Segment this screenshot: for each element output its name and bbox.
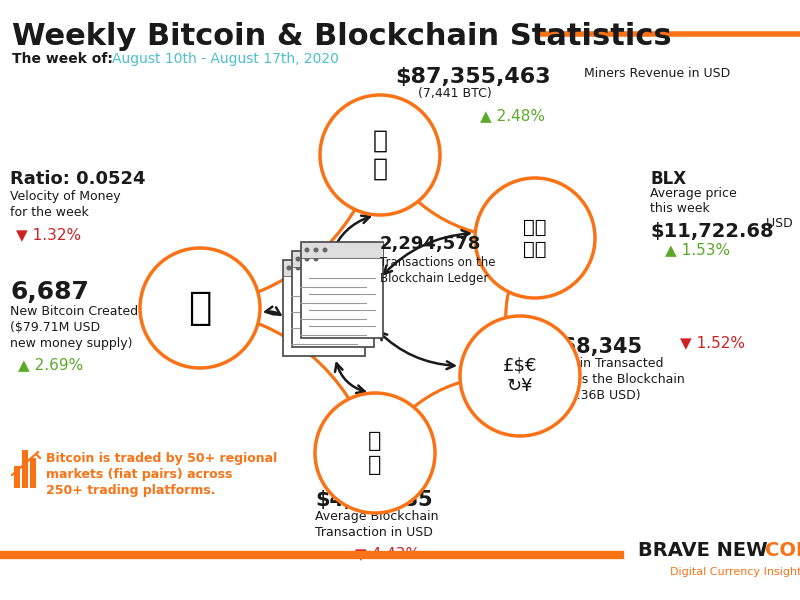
FancyArrowPatch shape <box>202 308 374 448</box>
Text: ⛏
₿: ⛏ ₿ <box>373 129 387 181</box>
Text: ▲ 2.69%: ▲ 2.69% <box>18 357 83 372</box>
Text: 💴💴
💴💴: 💴💴 💴💴 <box>523 217 546 259</box>
Circle shape <box>286 265 291 271</box>
Text: for the week: for the week <box>10 206 89 219</box>
FancyArrowPatch shape <box>206 158 379 310</box>
Bar <box>301 242 383 338</box>
Text: COIN.: COIN. <box>765 541 800 559</box>
Text: ▼ 1.32%: ▼ 1.32% <box>16 227 81 242</box>
Text: (7,441 BTC): (7,441 BTC) <box>418 87 492 100</box>
FancyArrowPatch shape <box>384 230 470 274</box>
Text: August 10th - August 17th, 2020: August 10th - August 17th, 2020 <box>112 52 339 66</box>
FancyArrowPatch shape <box>379 332 454 369</box>
Text: Ratio: 0.0524: Ratio: 0.0524 <box>10 170 146 188</box>
Text: Blockchain Ledger: Blockchain Ledger <box>380 272 488 285</box>
Text: new money supply): new money supply) <box>10 337 133 350</box>
Text: Average price: Average price <box>650 187 737 200</box>
Circle shape <box>322 247 327 253</box>
Bar <box>283 260 365 356</box>
Text: BLX: BLX <box>650 170 686 188</box>
Bar <box>30 458 36 488</box>
Text: Weekly Bitcoin & Blockchain Statistics: Weekly Bitcoin & Blockchain Statistics <box>12 22 672 51</box>
Circle shape <box>295 265 301 271</box>
Text: New Bitcoin Created: New Bitcoin Created <box>10 305 138 318</box>
Text: USD: USD <box>762 217 793 230</box>
Circle shape <box>475 178 595 298</box>
Text: 6,687: 6,687 <box>10 280 89 304</box>
Text: 250+ trading platforms.: 250+ trading platforms. <box>46 484 215 497</box>
FancyArrowPatch shape <box>383 160 532 238</box>
Circle shape <box>305 247 310 253</box>
FancyArrowPatch shape <box>266 307 281 315</box>
Bar <box>283 260 365 276</box>
Circle shape <box>295 257 301 262</box>
Bar <box>14 466 20 488</box>
Text: Bitcoin Transacted: Bitcoin Transacted <box>548 357 663 370</box>
Text: $11,722.68: $11,722.68 <box>650 222 774 241</box>
Circle shape <box>315 393 435 513</box>
Text: ($11.36B USD): ($11.36B USD) <box>548 389 641 402</box>
Circle shape <box>314 257 318 262</box>
Text: 🌍: 🌍 <box>188 289 212 327</box>
Circle shape <box>314 247 318 253</box>
Text: Transaction in USD: Transaction in USD <box>315 526 433 539</box>
Circle shape <box>460 316 580 436</box>
Text: ▼ 1.52%: ▼ 1.52% <box>680 335 745 350</box>
FancyArrowPatch shape <box>335 364 365 393</box>
FancyArrowPatch shape <box>378 376 518 448</box>
FancyArrowPatch shape <box>206 306 374 451</box>
Text: across the Blockchain: across the Blockchain <box>548 373 685 386</box>
Text: Bitcoin is traded by 50+ regional: Bitcoin is traded by 50+ regional <box>46 452 278 465</box>
Text: BRAVE NEW: BRAVE NEW <box>638 541 768 559</box>
Text: ▲ 2.48%: ▲ 2.48% <box>480 108 545 123</box>
Text: this week: this week <box>650 202 710 215</box>
Text: Average Blockchain: Average Blockchain <box>315 510 438 523</box>
FancyArrowPatch shape <box>202 161 379 308</box>
Text: ▼ 4.43%: ▼ 4.43% <box>355 546 420 561</box>
FancyArrowPatch shape <box>506 243 531 373</box>
Text: 2,294,578: 2,294,578 <box>380 235 482 253</box>
Text: Miners Revenue in USD: Miners Revenue in USD <box>580 67 730 80</box>
Text: Velocity of Money: Velocity of Money <box>10 190 121 203</box>
Text: The week of:: The week of: <box>12 52 118 66</box>
Circle shape <box>305 265 310 271</box>
Text: ($79.71M USD: ($79.71M USD <box>10 321 100 334</box>
Circle shape <box>140 248 260 368</box>
Text: Digital Currency Insights: Digital Currency Insights <box>670 567 800 577</box>
Bar <box>292 251 374 347</box>
Text: markets (fiat pairs) across: markets (fiat pairs) across <box>46 468 232 481</box>
Circle shape <box>305 257 310 262</box>
Text: 968,345: 968,345 <box>548 337 643 357</box>
Circle shape <box>320 95 440 215</box>
Text: ▲ 1.53%: ▲ 1.53% <box>665 242 730 257</box>
FancyArrowPatch shape <box>331 215 370 253</box>
Text: Transactions on the: Transactions on the <box>380 256 495 269</box>
Text: £$€
↻¥: £$€ ↻¥ <box>502 356 538 395</box>
Text: ₿
🪙: ₿ 🪙 <box>368 431 382 475</box>
FancyArrowPatch shape <box>506 240 534 371</box>
Bar <box>22 450 28 488</box>
FancyArrowPatch shape <box>382 157 529 243</box>
Text: $87,355,463: $87,355,463 <box>395 67 550 87</box>
FancyArrowPatch shape <box>377 371 514 451</box>
Bar <box>292 251 374 267</box>
Bar <box>301 242 383 258</box>
Text: $4,949.85: $4,949.85 <box>315 490 433 510</box>
